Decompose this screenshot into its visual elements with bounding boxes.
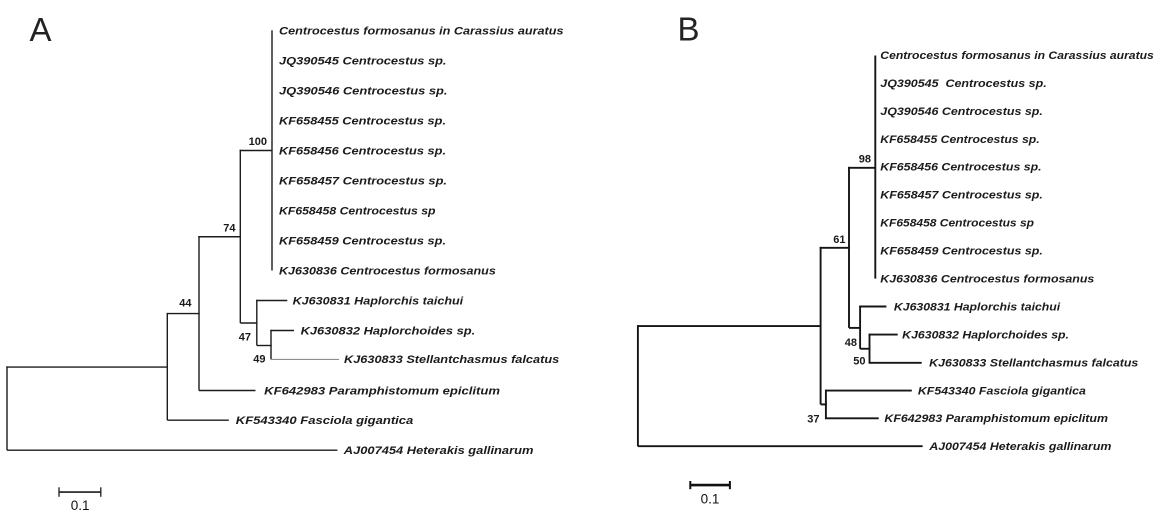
svg-text:KF658459 Centrocestus sp.: KF658459 Centrocestus sp. [279,235,446,247]
svg-text:KF642983 Paramphistomum epicli: KF642983 Paramphistomum epiclitum [264,385,500,397]
svg-text:61: 61 [833,234,845,246]
svg-text:KF543340 Fasciola gigantica: KF543340 Fasciola gigantica [236,415,413,427]
svg-text:AJ007454 Heterakis gallinarum: AJ007454 Heterakis gallinarum [928,441,1111,453]
svg-text:KJ630836 Centrocestus formosan: KJ630836 Centrocestus formosanus [279,265,496,277]
svg-text:B: B [678,11,700,48]
svg-text:48: 48 [845,337,857,349]
svg-text:Centrocestus formosanus in Car: Centrocestus formosanus in Carassius aur… [880,50,1154,62]
svg-text:KF658456 Centrocestus sp.: KF658456 Centrocestus sp. [880,162,1041,174]
svg-text:KJ630832 Haplorchoides sp.: KJ630832 Haplorchoides sp. [902,329,1069,341]
svg-text:A: A [30,11,52,48]
svg-text:Centrocestus formosanus in Car: Centrocestus formosanus in Carassius aur… [279,25,564,37]
svg-text:KF658455 Centrocestus sp.: KF658455 Centrocestus sp. [880,134,1039,146]
svg-text:0.1: 0.1 [71,498,90,513]
svg-text:KJ630831 Haplorchis taichui: KJ630831 Haplorchis taichui [894,301,1061,313]
svg-text:KF658456 Centrocestus sp.: KF658456 Centrocestus sp. [279,145,446,157]
svg-text:50: 50 [853,356,865,368]
svg-text:JQ390546 Centrocestus sp.: JQ390546 Centrocestus sp. [880,106,1043,118]
svg-text:100: 100 [249,136,267,148]
svg-text:0.1: 0.1 [701,492,720,507]
svg-text:KF658458 Centrocestus sp: KF658458 Centrocestus sp [279,205,436,217]
svg-text:JQ390546 Centrocestus sp.: JQ390546 Centrocestus sp. [279,85,448,97]
svg-text:KJ630833 Stellantchasmus falca: KJ630833 Stellantchasmus falcatus [344,354,559,366]
svg-text:JQ390545 Centrocestus sp.: JQ390545 Centrocestus sp. [279,55,447,67]
svg-text:74: 74 [223,223,236,235]
svg-text:KJ630832 Haplorchoides sp.: KJ630832 Haplorchoides sp. [301,325,476,337]
svg-text:49: 49 [253,354,265,366]
svg-text:KF658457 Centrocestus sp.: KF658457 Centrocestus sp. [279,175,447,187]
svg-text:KF543340 Fasciola gigantica: KF543340 Fasciola gigantica [918,386,1086,398]
svg-text:KJ630836 Centrocestus formosan: KJ630836 Centrocestus formosanus [880,273,1094,285]
svg-text:98: 98 [859,153,871,165]
svg-text:KF658459 Centrocestus sp.: KF658459 Centrocestus sp. [880,246,1043,258]
svg-text:KF658457 Centrocestus sp.: KF658457 Centrocestus sp. [880,190,1043,202]
svg-text:JQ390545 Centrocestus sp.: JQ390545 Centrocestus sp. [880,78,1046,90]
svg-text:AJ007454 Heterakis gallinarum: AJ007454 Heterakis gallinarum [343,445,534,457]
svg-text:44: 44 [179,298,192,310]
svg-text:47: 47 [239,332,251,344]
svg-text:KJ630831 Haplorchis taichui: KJ630831 Haplorchis taichui [293,295,465,307]
svg-text:KF642983 Paramphistomum epicli: KF642983 Paramphistomum epiclitum [884,413,1108,425]
svg-text:KF658455 Centrocestus sp.: KF658455 Centrocestus sp. [279,115,446,127]
svg-text:KF658458 Centrocestus sp: KF658458 Centrocestus sp [880,218,1034,230]
svg-text:KJ630833 Stellantchasmus falca: KJ630833 Stellantchasmus falcatus [929,358,1138,370]
svg-text:37: 37 [807,414,819,426]
